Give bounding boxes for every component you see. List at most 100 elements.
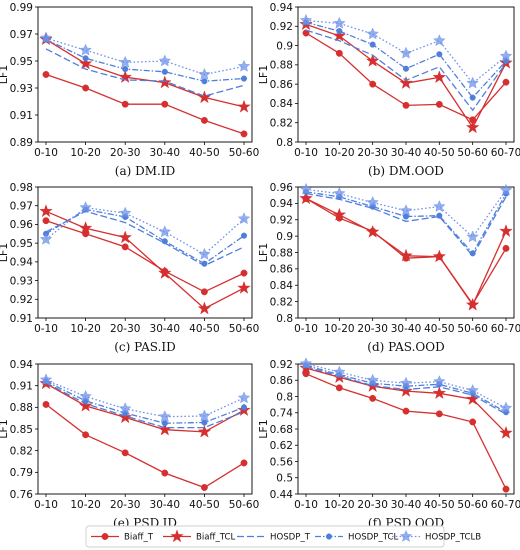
y-tick-label: 0.82	[10, 445, 33, 457]
data-point	[369, 394, 377, 402]
x-tick-label: 0-10	[34, 147, 58, 159]
data-point	[198, 68, 211, 80]
data-point	[42, 71, 50, 78]
x-tick-label: 40-50	[189, 499, 220, 511]
data-point	[240, 404, 248, 411]
legend-entry-biaff-tcl: Biaff_TCL	[163, 529, 236, 543]
series-line	[45, 38, 245, 108]
y-tick-label: 0.5	[276, 473, 293, 485]
y-tick-label: 0.97	[10, 201, 33, 213]
y-tick-label: 0.8	[276, 313, 293, 325]
data-point	[198, 247, 211, 260]
data-point	[299, 191, 313, 205]
series-line	[45, 206, 245, 256]
y-tick-label: 0.91	[10, 110, 33, 122]
x-tick-label: 20-30	[357, 147, 388, 159]
data-point	[121, 243, 129, 251]
y-tick-label: 0.62	[270, 440, 293, 452]
x-tick-label: 40-50	[424, 323, 455, 335]
x-tick-label: 50-60	[457, 499, 488, 511]
data-point	[200, 288, 208, 296]
y-tick-label: 0.56	[270, 456, 294, 468]
data-point	[237, 99, 251, 113]
data-point	[39, 204, 53, 218]
x-tick-label: 0-10	[294, 499, 318, 511]
chart-panel: 0.76 0.79 0.82 0.85 0.88 0.91 0.94 0-10 10-20 20-…	[0, 359, 259, 530]
data-point	[433, 200, 446, 212]
series-line	[45, 48, 245, 97]
legend-entry-hosdp-tclb: HOSDP_TCLB	[392, 530, 481, 543]
panel-caption: (d) PAS.OOD	[367, 340, 444, 354]
series-biaff-t	[42, 71, 248, 138]
data-point	[465, 120, 480, 134]
data-point	[158, 75, 172, 89]
series-line	[305, 191, 507, 255]
data-point	[299, 14, 313, 26]
x-tick-label: 30-40	[391, 147, 422, 159]
chart-panel: 0.8 0.82 0.84 0.86 0.88 0.9 0.92 0.94 0-10 10-20 2…	[257, 2, 520, 178]
data-point	[432, 386, 447, 400]
data-point	[82, 55, 89, 62]
data-point	[122, 66, 129, 73]
data-point	[237, 59, 251, 72]
x-tick-label: 30-40	[391, 499, 422, 511]
data-point	[333, 365, 346, 378]
series-line	[45, 210, 245, 310]
data-point	[466, 230, 479, 243]
data-point	[432, 249, 447, 263]
data-point	[466, 384, 479, 396]
x-tick-label: 60-70	[491, 499, 520, 511]
legend-entry-biaff-t: Biaff_T	[91, 533, 154, 543]
x-tick-label: 40-50	[189, 323, 220, 335]
series-hosdp-tcl	[42, 36, 248, 85]
x-tick-label: 30-40	[150, 499, 181, 511]
x-tick-label: 10-20	[324, 147, 355, 159]
y-tick-label: 0.92	[270, 21, 293, 33]
data-point	[198, 409, 211, 422]
data-point	[240, 75, 248, 82]
data-point	[499, 401, 513, 414]
data-point	[399, 204, 413, 217]
y-axis-label: LF1	[0, 65, 10, 84]
series-line	[45, 73, 245, 135]
data-point	[161, 68, 168, 75]
series-hosdp-t	[45, 382, 245, 429]
y-tick-label: 0.84	[270, 280, 294, 292]
data-point	[466, 76, 479, 89]
data-point	[336, 28, 343, 35]
data-point	[435, 410, 443, 418]
data-point	[39, 31, 53, 44]
data-point	[237, 280, 251, 294]
series-hosdp-t	[305, 192, 507, 257]
data-point	[332, 207, 347, 221]
data-point	[197, 90, 212, 104]
data-point	[399, 376, 413, 389]
series-biaff-t	[302, 370, 510, 493]
data-point	[469, 250, 476, 257]
data-point	[302, 29, 310, 37]
y-tick-label: 0.93	[10, 83, 33, 95]
series-hosdp-t	[45, 210, 245, 267]
data-point	[78, 221, 93, 234]
y-tick-label: 0.97	[10, 29, 33, 41]
data-point	[402, 407, 410, 415]
legend-marker	[170, 529, 184, 543]
x-tick-label: 30-40	[391, 323, 422, 335]
series-biaff-tcl	[39, 204, 251, 315]
data-point	[161, 420, 168, 427]
data-point	[79, 390, 92, 402]
data-point	[432, 70, 447, 84]
data-point	[161, 469, 169, 477]
x-tick-label: 50-60	[229, 147, 260, 159]
y-tick-label: 0.86	[270, 79, 294, 91]
y-tick-label: 0.91	[10, 380, 33, 392]
data-point	[79, 201, 92, 213]
data-point	[436, 212, 443, 219]
y-tick-label: 0.8	[276, 137, 293, 149]
data-point	[201, 260, 208, 267]
data-point	[161, 238, 168, 245]
plot-frame	[37, 186, 253, 319]
data-point	[39, 232, 53, 245]
series-hosdp-t	[45, 48, 245, 97]
data-point	[366, 27, 379, 40]
